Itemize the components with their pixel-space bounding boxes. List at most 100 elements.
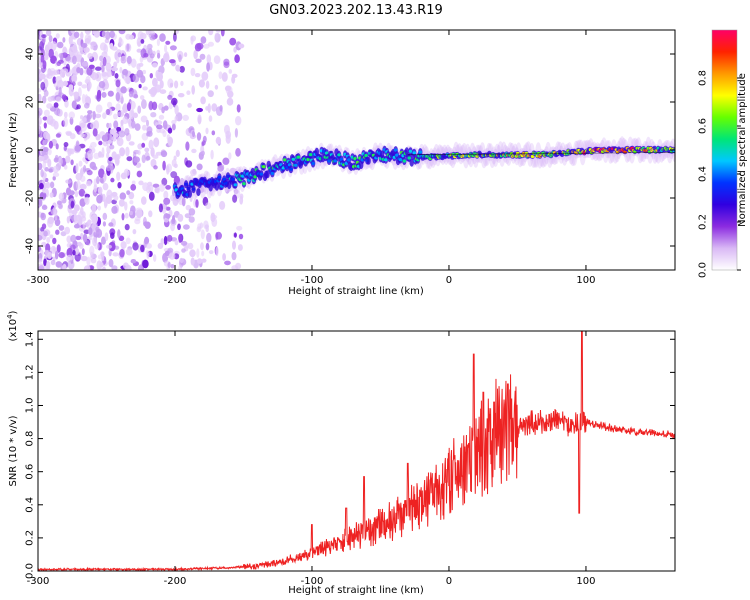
spectrogram-cell (222, 157, 230, 165)
spectrogram-cell (44, 138, 48, 146)
spectrogram-cell (94, 242, 100, 250)
x-tick-label: 0 (446, 576, 452, 587)
signal-peak (291, 157, 296, 161)
spectrogram-cell (201, 258, 207, 263)
y-tick-label: 0.8 (25, 431, 36, 447)
spectrogram-cell (131, 180, 136, 185)
spectrogram-cell (191, 148, 197, 154)
signal-peak (259, 172, 264, 176)
signal-peak (395, 153, 399, 157)
spectrogram-cell (200, 150, 205, 156)
spectrogram-cell (181, 248, 186, 253)
spectrogram-cell (119, 147, 126, 157)
spectrogram-cell (185, 160, 193, 168)
spectrogram-cell (75, 163, 79, 173)
spectrogram-cell (162, 120, 168, 130)
spectrogram-cell (235, 115, 242, 126)
spectrogram-cell (205, 80, 210, 90)
spectrogram-cell (174, 239, 179, 246)
spectrogram-cell (100, 267, 105, 270)
spectrogram-cell (163, 105, 169, 111)
spectrogram-cell (129, 210, 133, 216)
spectrogram-cell (224, 260, 231, 266)
spectrogram-cell (106, 244, 112, 249)
spectrogram-cell (42, 116, 48, 121)
spectrogram-cell (79, 175, 86, 182)
spectrogram-cell (125, 146, 130, 157)
spectrogram-cell (102, 212, 108, 220)
spectrogram-cell (188, 216, 195, 223)
signal-core (409, 158, 414, 167)
signal-peak (253, 175, 257, 179)
spectrogram-cell (74, 145, 82, 152)
spectrogram-cell (104, 31, 111, 40)
spectrogram-cell (134, 123, 141, 131)
spectrogram-cell (50, 259, 56, 266)
y-tick-label: 0.0 (25, 563, 36, 579)
spectrogram-cell (72, 249, 76, 256)
spectrogram-cell (130, 259, 137, 264)
spectrogram-cell (175, 64, 181, 72)
signal-peak (402, 159, 407, 163)
spectrogram-cell (232, 240, 236, 250)
spectrogram-x-label: Height of straight line (km) (288, 286, 424, 297)
spectrogram-cell (49, 192, 54, 198)
y-tick-label: 0.4 (25, 497, 36, 513)
spectrogram-cell (200, 96, 206, 105)
spectrogram-cell (85, 240, 90, 246)
spectrogram-cell (221, 72, 228, 82)
spectrogram-cell (93, 30, 100, 38)
spectrogram-cell (208, 250, 214, 255)
spectrogram-cell (38, 263, 45, 270)
spectrogram-cell (54, 154, 59, 161)
x-tick-label: -100 (301, 576, 324, 587)
spectrogram-cell (52, 176, 56, 181)
spectrogram-cell (77, 241, 82, 247)
spectrogram-cell (137, 149, 141, 156)
signal-peak (333, 159, 338, 163)
spectrogram-cell (79, 183, 87, 190)
spectrogram-cell (139, 32, 147, 40)
spectrogram-cell (149, 73, 153, 79)
spectrogram-cell (211, 130, 216, 136)
spectrogram-cell (41, 48, 45, 58)
spectrogram-cell (165, 206, 171, 211)
spectrogram-cell (140, 244, 145, 253)
spectrogram-cell (95, 104, 103, 113)
spectrogram-cell (214, 32, 219, 41)
spectrogram-cell (172, 196, 179, 206)
spectrogram-cell (84, 94, 88, 101)
spectrogram-cell (106, 166, 111, 172)
signal-peak (282, 158, 287, 162)
signal-peak (308, 153, 313, 157)
spectrogram-cell (184, 213, 191, 219)
spectrogram-cell (38, 93, 42, 103)
spectrogram-cell (102, 56, 107, 67)
spectrogram-cell (102, 221, 106, 227)
spectrogram-cell (105, 108, 111, 116)
spectrogram-cell (46, 260, 51, 270)
x-tick-label: -300 (27, 576, 50, 587)
spectrogram-cell (184, 52, 188, 57)
spectrogram-cell (205, 106, 209, 111)
spectrogram-cell (159, 80, 164, 89)
spectrogram-cell (177, 93, 185, 98)
spectrogram-cell (173, 32, 177, 42)
spectrogram-cell (80, 168, 84, 178)
spectrogram-cell (47, 96, 53, 102)
spectrogram-cell (71, 100, 77, 109)
spectrogram-cell (144, 147, 150, 153)
spectrogram-cell (104, 199, 108, 207)
spectrogram-cell (122, 116, 128, 125)
spectrogram-cell (63, 117, 68, 127)
spectrogram-cell (205, 127, 209, 135)
spectrogram-cell (165, 40, 171, 45)
signal-core (214, 182, 220, 191)
spectrogram-cell (131, 89, 138, 98)
spectrogram-cell (111, 67, 118, 72)
spectrogram-cell (137, 162, 142, 168)
spectrogram-y-label: Frequency (Hz) (8, 112, 19, 188)
spectrogram-cell (170, 264, 175, 269)
spectrogram-cell (47, 252, 52, 259)
spectrogram-cell (148, 100, 154, 111)
